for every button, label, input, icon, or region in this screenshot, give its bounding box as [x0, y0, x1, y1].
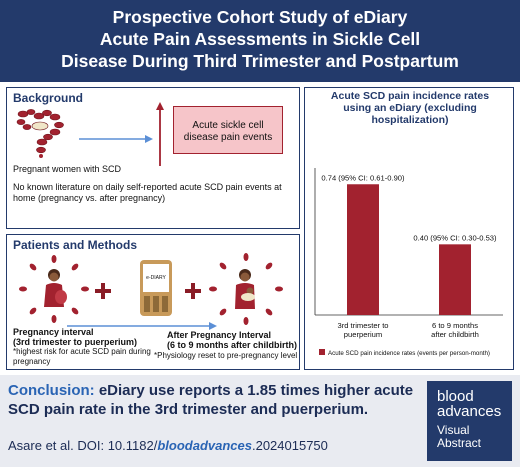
arrow-up-icon [156, 102, 164, 166]
conclusion-text-block: Conclusion: eDiary use reports a 1.85 ti… [8, 381, 420, 419]
background-line-2: No known literature on daily self-report… [13, 182, 282, 203]
methods-title: Patients and Methods [13, 238, 138, 252]
background-panel: Background Acute sickle cell disease pai… [6, 87, 300, 229]
data-label-2: 0.40 (95% CI: 0.30-0.53) [413, 233, 497, 242]
effect-box: Acute sickle cell disease pain events [173, 106, 283, 154]
red-blood-cell-icon [16, 109, 64, 154]
bar-2 [439, 244, 471, 315]
citation-prefix: Asare et al. DOI: 10.1182/ [8, 438, 158, 453]
title-line-1: Prospective Cohort Study of eDiary [112, 7, 408, 27]
methods-panel: Patients and Methods e-DIARY [6, 234, 300, 370]
pregnant-woman-icon [19, 255, 89, 323]
pregnancy-interval-note: *highest risk for acute SCD pain during … [13, 347, 151, 366]
legend-label: Acute SCD pain incidence rates (events p… [328, 350, 490, 357]
chart-title: Acute SCD pain incidence rates using an … [330, 90, 490, 126]
journal-logo: blood advances Visual Abstract [427, 381, 512, 461]
plus-icon [95, 283, 111, 299]
device-label: e-DIARY [143, 264, 169, 292]
conclusion-text: eDiary use reports a 1.85 times higher a… [8, 382, 414, 418]
title-line-2: Acute Pain Assessments in Sickle Cell [99, 29, 421, 49]
after-interval-sub: (6 to 9 months after childbirth) [167, 340, 298, 350]
background-title: Background [13, 91, 84, 105]
background-line-1: Pregnant women with SCD [13, 164, 122, 174]
timeline-arrow-icon [67, 322, 217, 330]
after-interval-title: After Pregnancy Interval [167, 330, 272, 340]
bar-chart: 0.74 (95% CI: 0.61-0.90) 3rd trimester to… [314, 168, 503, 357]
ediary-device-icon: e-DIARY [140, 260, 172, 316]
category-label-2: 6 to 9 months after childbirth [431, 321, 479, 339]
data-label-1: 0.74 (95% CI: 0.61-0.90) [321, 173, 405, 182]
citation-suffix: .2024015750 [251, 438, 328, 453]
bar-1 [347, 184, 379, 315]
category-label-1: 3rd trimester to puerperium [337, 321, 388, 339]
chart-panel: Acute SCD pain incidence rates using an … [304, 87, 514, 370]
pregnancy-interval-title: Pregnancy interval [13, 327, 94, 337]
logo-line-2: advances [437, 403, 502, 420]
arrow-right-icon [79, 135, 153, 143]
plus-icon [185, 283, 201, 299]
citation[interactable]: Asare et al. DOI: 10.1182/bloodadvances.… [8, 438, 328, 453]
logo-line-3: Visual [437, 423, 470, 437]
citation-journal: bloodadvances [157, 438, 252, 453]
after-interval-note: *Physiology reset to pre-pregnancy level [154, 351, 298, 360]
pregnancy-interval-sub: (3rd trimester to puerperium) [13, 337, 138, 347]
header-banner: Prospective Cohort Study of eDiary Acute… [0, 0, 520, 82]
title-line-3: Disease During Third Trimester and Postp… [61, 51, 459, 71]
logo-line-1: blood [437, 388, 474, 405]
mother-with-baby-icon [209, 253, 283, 325]
red-cells-illustration [16, 109, 64, 158]
legend-swatch [319, 349, 325, 355]
logo-line-4: Abstract [437, 436, 482, 450]
conclusion-label: Conclusion: [8, 382, 95, 399]
